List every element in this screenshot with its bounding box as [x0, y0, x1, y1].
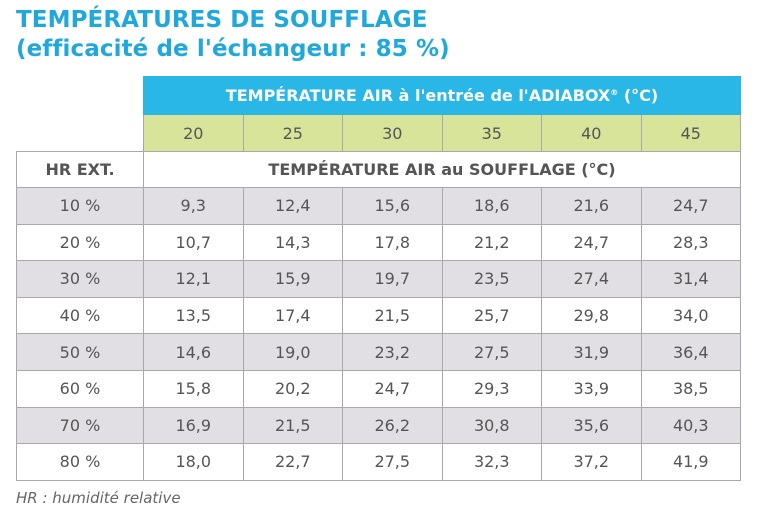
value-cell: 29,3 — [441, 369, 542, 408]
table-row: 30 % 12,1 15,9 19,7 23,5 27,4 31,4 — [16, 260, 741, 298]
hr-cell: 70 % — [16, 406, 144, 445]
value-cell: 21,2 — [441, 223, 542, 262]
value-cell: 27,5 — [441, 333, 542, 371]
table-row: 60 % 15,8 20,2 24,7 29,3 33,9 38,5 — [16, 369, 741, 408]
value-cell: 33,9 — [541, 369, 642, 408]
value-cell: 21,5 — [342, 296, 443, 335]
hr-cell: 20 % — [16, 223, 144, 262]
value-cell: 23,5 — [441, 260, 542, 298]
value-cell: 29,8 — [541, 296, 642, 335]
table-row: 10 % 9,3 12,4 15,6 18,6 21,6 24,7 — [16, 187, 741, 225]
page-title: TEMPÉRATURES DE SOUFFLAGE (efficacité de… — [16, 6, 450, 64]
value-cell: 31,4 — [640, 260, 741, 298]
value-cell: 14,3 — [242, 223, 343, 262]
inlet-header-unit: (°C) — [618, 86, 659, 105]
value-cell: 21,6 — [541, 187, 642, 225]
value-cell: 30,8 — [441, 406, 542, 445]
hr-cell: 50 % — [16, 333, 144, 371]
table-body: 10 % 9,3 12,4 15,6 18,6 21,6 24,7 20 % 10,7 14,3 1… — [16, 187, 741, 481]
hr-cell: 80 % — [16, 443, 144, 481]
value-cell: 36,4 — [640, 333, 741, 371]
inlet-temp-cell: 20 — [143, 114, 244, 152]
inlet-temps-row: 20 25 30 35 40 45 — [16, 114, 741, 152]
hr-cell: 30 % — [16, 260, 144, 298]
value-cell: 15,6 — [342, 187, 443, 225]
value-cell: 34,0 — [640, 296, 741, 335]
inlet-temp-cell: 30 — [342, 114, 443, 152]
table-row: 70 % 16,9 21,5 26,2 30,8 35,6 40,3 — [16, 406, 741, 445]
hr-cell: 10 % — [16, 187, 144, 225]
value-cell: 18,0 — [143, 443, 244, 481]
value-cell: 27,4 — [541, 260, 642, 298]
hr-cell: 40 % — [16, 296, 144, 335]
inlet-temperature-header: TEMPÉRATURE AIR à l'entrée de l'ADIABOX®… — [143, 76, 741, 115]
hr-cell: 60 % — [16, 369, 144, 408]
value-cell: 28,3 — [640, 223, 741, 262]
table-row: 20 % 10,7 14,3 17,8 21,2 24,7 28,3 — [16, 223, 741, 262]
value-cell: 18,6 — [441, 187, 542, 225]
title-line-2: (efficacité de l'échangeur : 85 %) — [16, 36, 450, 62]
value-cell: 17,8 — [342, 223, 443, 262]
title-line-1: TEMPÉRATURES DE SOUFFLAGE — [16, 7, 428, 33]
footnote: HR : humidité relative — [16, 489, 181, 507]
value-cell: 16,9 — [143, 406, 244, 445]
value-cell: 17,4 — [242, 296, 343, 335]
value-cell: 35,6 — [541, 406, 642, 445]
value-cell: 21,5 — [242, 406, 343, 445]
value-cell: 20,2 — [242, 369, 343, 408]
value-cell: 19,0 — [242, 333, 343, 371]
table-row: 50 % 14,6 19,0 23,2 27,5 31,9 36,4 — [16, 333, 741, 371]
outlet-temperature-header: TEMPÉRATURE AIR au SOUFFLAGE (°C) — [143, 151, 741, 188]
inlet-temp-cell: 45 — [640, 114, 741, 152]
table-row: 80 % 18,0 22,7 27,5 32,3 37,2 41,9 — [16, 443, 741, 481]
inlet-header-row: TEMPÉRATURE AIR à l'entrée de l'ADIABOX®… — [17, 76, 741, 115]
subheader-row: HR EXT. TEMPÉRATURE AIR au SOUFFLAGE (°C… — [16, 151, 741, 188]
value-cell: 9,3 — [143, 187, 244, 225]
value-cell: 38,5 — [640, 369, 741, 408]
value-cell: 24,7 — [342, 369, 443, 408]
inlet-temp-cell: 35 — [441, 114, 542, 152]
value-cell: 41,9 — [640, 443, 741, 481]
supply-temperature-table: TEMPÉRATURE AIR à l'entrée de l'ADIABOX®… — [16, 76, 741, 481]
value-cell: 32,3 — [441, 443, 542, 481]
value-cell: 12,1 — [143, 260, 244, 298]
value-cell: 26,2 — [342, 406, 443, 445]
value-cell: 22,7 — [242, 443, 343, 481]
value-cell: 40,3 — [640, 406, 741, 445]
value-cell: 27,5 — [342, 443, 443, 481]
value-cell: 15,8 — [143, 369, 244, 408]
table-row: 40 % 13,5 17,4 21,5 25,7 29,8 34,0 — [16, 296, 741, 335]
value-cell: 19,7 — [342, 260, 443, 298]
value-cell: 10,7 — [143, 223, 244, 262]
corner-blank — [17, 77, 144, 115]
registered-mark: ® — [610, 88, 619, 97]
value-cell: 15,9 — [242, 260, 343, 298]
value-cell: 25,7 — [441, 296, 542, 335]
hr-header: HR EXT. — [16, 151, 144, 188]
inlet-temp-cell: 40 — [541, 114, 642, 152]
value-cell: 14,6 — [143, 333, 244, 371]
inlet-header-text: TEMPÉRATURE AIR à l'entrée de l'ADIABOX — [225, 86, 611, 105]
value-cell: 31,9 — [541, 333, 642, 371]
value-cell: 23,2 — [342, 333, 443, 371]
value-cell: 24,7 — [541, 223, 642, 262]
value-cell: 12,4 — [242, 187, 343, 225]
inlet-temp-cell: 25 — [242, 114, 343, 152]
value-cell: 24,7 — [640, 187, 741, 225]
value-cell: 13,5 — [143, 296, 244, 335]
value-cell: 37,2 — [541, 443, 642, 481]
corner-blank-2 — [16, 114, 144, 152]
